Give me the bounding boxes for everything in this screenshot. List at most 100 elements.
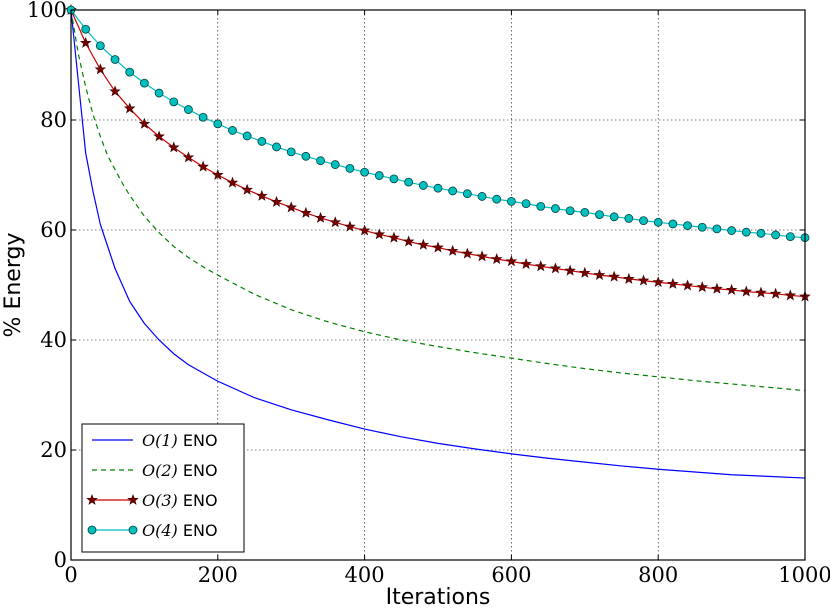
data-point (506, 196, 516, 206)
data-point (624, 214, 634, 223)
data-point (653, 217, 663, 227)
data-point (637, 274, 650, 286)
data-point (521, 199, 531, 209)
data-point (314, 211, 327, 223)
legend-entry: O(4) ENO (87, 521, 218, 540)
series-4 (66, 5, 810, 243)
data-point (256, 189, 268, 201)
legend-label: O(1) ENO (142, 431, 218, 450)
legend-label-suffix: ENO (178, 491, 218, 510)
data-point (593, 269, 606, 281)
data-point (198, 112, 208, 122)
data-point (285, 201, 297, 213)
y-tick-label: 20 (40, 438, 67, 462)
data-point (404, 177, 414, 187)
x-tick-label: 1000 (778, 563, 830, 587)
data-point (213, 119, 223, 129)
data-point (536, 201, 546, 211)
series-3 (65, 3, 811, 302)
series-2 (70, 9, 806, 392)
data-point (286, 147, 296, 157)
y-tick-label: 0 (54, 548, 67, 572)
legend-label-suffix: ENO (178, 461, 218, 480)
data-point (565, 206, 575, 216)
legend-marker (87, 525, 97, 535)
data-point (154, 88, 164, 98)
data-point (418, 181, 428, 190)
data-point (549, 262, 562, 274)
data-point (740, 285, 753, 297)
data-point (490, 253, 503, 265)
data-point (696, 281, 709, 293)
data-point (769, 287, 782, 299)
legend-label-math: O(4) (142, 521, 178, 540)
data-point (595, 210, 604, 220)
data-point (534, 260, 547, 272)
data-point (329, 216, 342, 228)
data-point (153, 130, 165, 142)
data-point (608, 270, 620, 282)
data-point (182, 151, 195, 163)
data-point (551, 204, 560, 213)
legend-label-math: O(2) (142, 461, 178, 480)
data-point (727, 226, 736, 235)
data-point (241, 183, 253, 195)
legend-label: O(4) ENO (142, 521, 218, 540)
legend-entry: O(2) ENO (92, 461, 218, 480)
data-point (432, 241, 444, 253)
x-tick-label: 0 (64, 563, 77, 587)
data-point (109, 85, 121, 97)
legend-label: O(3) ENO (142, 491, 218, 510)
data-point (756, 228, 766, 238)
legend-box (81, 423, 245, 553)
x-tick-label: 600 (491, 563, 531, 587)
data-point (579, 266, 591, 278)
x-tick-label: 400 (345, 563, 385, 587)
legend-marker (128, 525, 138, 535)
data-point (681, 279, 694, 291)
data-point (476, 250, 488, 262)
data-point (784, 289, 797, 301)
data-point (301, 151, 311, 161)
data-point (741, 227, 751, 237)
data-point (388, 231, 400, 243)
data-point (697, 222, 707, 232)
data-point (316, 156, 325, 166)
data-point (257, 137, 267, 146)
data-point (169, 97, 179, 107)
data-point (125, 67, 135, 77)
y-tick-label: 80 (40, 108, 67, 132)
data-point (212, 168, 224, 180)
data-point (389, 174, 399, 184)
data-point (242, 131, 252, 141)
data-point (639, 216, 648, 226)
data-point (492, 194, 502, 204)
data-point (712, 224, 722, 234)
data-point (623, 272, 635, 284)
legend-label-math: O(1) (142, 431, 178, 450)
legend-label-suffix: ENO (178, 521, 218, 540)
y-tick-label: 60 (40, 218, 67, 242)
data-point (344, 220, 356, 232)
series-1 (70, 9, 806, 479)
data-point (270, 195, 283, 207)
data-point (477, 192, 487, 201)
data-point (785, 232, 795, 242)
data-point (520, 258, 532, 270)
y-tick-label: 100 (27, 0, 67, 22)
legend-marker (127, 493, 139, 505)
data-point (725, 283, 738, 295)
y-tick-label: 40 (40, 328, 67, 352)
data-point (433, 183, 443, 193)
data-point (95, 41, 105, 51)
series-layer (65, 3, 811, 479)
legend-entry: O(1) ENO (92, 431, 218, 450)
data-point (94, 63, 107, 75)
data-point (226, 176, 239, 188)
series-line (70, 9, 806, 479)
data-point (652, 276, 664, 288)
data-point (374, 171, 384, 180)
data-point (580, 207, 590, 217)
data-point (272, 142, 281, 152)
